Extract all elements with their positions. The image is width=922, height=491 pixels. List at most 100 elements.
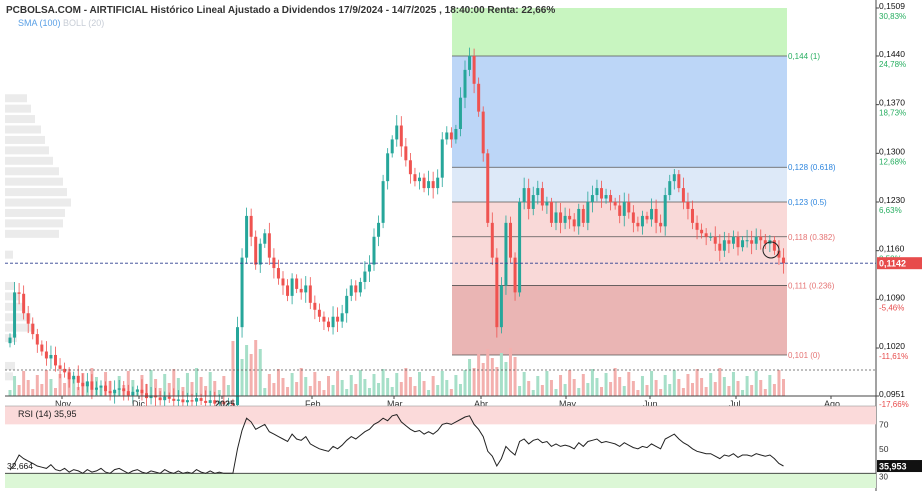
volume-bar (436, 385, 440, 396)
volume-bar (727, 386, 731, 396)
volume-bar (527, 381, 531, 396)
volume-bar (718, 368, 722, 396)
volume-bar (349, 375, 353, 396)
percent-tick-label: -5,46% (879, 303, 904, 312)
volume-bar (504, 362, 508, 396)
candle (458, 97, 462, 129)
candle (600, 188, 603, 199)
rsi-legend[interactable]: RSI (14) 35,95 (18, 409, 77, 419)
candle (677, 174, 681, 189)
chart-title: PCBOLSA.COM - AIRTIFICIAL Histórico Line… (6, 5, 556, 16)
volume-bar (126, 371, 130, 396)
sma-label[interactable]: SMA (100) (18, 18, 61, 28)
fibonacci-zones (452, 8, 787, 356)
candle (568, 215, 572, 220)
candle (272, 257, 276, 269)
price-tick-label: 0,1230 (879, 195, 905, 205)
candle (258, 243, 262, 265)
volume-bar (17, 385, 21, 396)
volume-bar (381, 369, 385, 396)
candle (126, 391, 130, 396)
volume-bar (267, 374, 271, 396)
candle (449, 132, 453, 140)
time-tick-label: Jul (729, 399, 741, 409)
candle (372, 236, 376, 265)
volume-bar (249, 354, 253, 396)
candle (777, 250, 781, 258)
volume-bar (663, 375, 667, 396)
candle (249, 215, 253, 237)
boll-label[interactable]: BOLL (20) (63, 18, 105, 28)
percent-tick-label: 30,83% (879, 12, 906, 21)
volume-bar (367, 388, 371, 396)
volume-bar (577, 388, 581, 396)
volume-bar (154, 379, 158, 396)
volume-bar (276, 369, 280, 396)
volume-bar (8, 390, 12, 396)
volume-bar (636, 390, 640, 396)
volume-profile-bar (5, 188, 67, 197)
volume-bar (44, 370, 48, 396)
candle (490, 222, 494, 258)
candle (509, 222, 512, 258)
fib-band (452, 285, 787, 355)
volume-profile-bar (5, 146, 49, 155)
price-marker-circle (762, 241, 780, 259)
volume-bar (559, 375, 563, 396)
candle (54, 354, 57, 366)
candle (650, 208, 654, 220)
volume-bar (413, 386, 417, 396)
volume-bar (263, 388, 267, 396)
candle (181, 399, 185, 403)
volume-bar (440, 371, 444, 396)
volume-bar (327, 376, 330, 396)
candles (8, 47, 785, 414)
volume-profile-bar (5, 372, 13, 381)
volume-bar (545, 371, 549, 396)
candle (704, 233, 708, 237)
volume-bar (22, 371, 26, 396)
price-tick-label: 0,1020 (879, 341, 905, 351)
volume-bar (404, 368, 408, 396)
volume-bar (304, 377, 308, 396)
candle (590, 195, 594, 202)
candle (668, 181, 672, 196)
candle (431, 181, 435, 189)
rsi-oversold-zone (5, 473, 876, 488)
candle (44, 351, 48, 359)
candle (108, 391, 112, 394)
candle (763, 240, 767, 244)
candle (581, 208, 585, 223)
candle (604, 195, 608, 199)
volume-bar (31, 389, 35, 396)
volume-profile (5, 94, 71, 381)
candle (718, 243, 722, 251)
candle (163, 396, 167, 401)
fib-label: 0,144 (1) (788, 52, 820, 61)
indicator-legend[interactable]: SMA (100) BOLL (20) (18, 18, 104, 28)
candle (190, 400, 194, 402)
candle (231, 402, 235, 406)
volume-bar (540, 385, 544, 396)
time-tick-label: May (559, 399, 577, 409)
volume-bar (354, 384, 358, 396)
volume-bar (772, 384, 776, 396)
candle (72, 375, 76, 380)
candle (399, 125, 403, 147)
candle (691, 208, 694, 223)
candle (381, 181, 385, 223)
volume-profile-bar (5, 229, 59, 238)
volume-profile-bar (5, 135, 45, 144)
volume-bar (486, 349, 490, 396)
candle (8, 337, 12, 344)
price-tick-label: 0,1509 (879, 1, 905, 11)
volume-bar (622, 386, 626, 396)
volume-bar (604, 373, 608, 396)
volume-bar (295, 382, 299, 396)
volume-bar (700, 378, 704, 396)
volume-bar (495, 367, 499, 396)
candle (313, 302, 317, 310)
